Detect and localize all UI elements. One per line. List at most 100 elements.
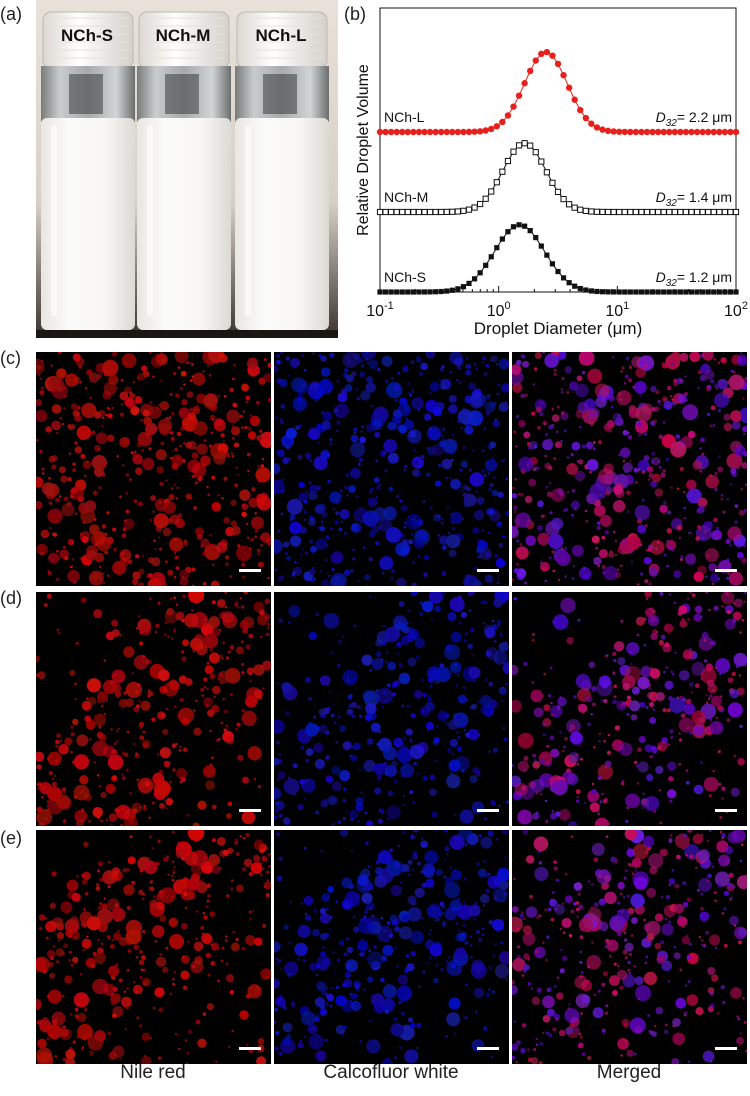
- data-point: [577, 206, 584, 213]
- data-point: [672, 289, 678, 295]
- data-point: [693, 208, 701, 216]
- data-point: [460, 207, 467, 214]
- data-point: [538, 243, 544, 249]
- data-point: [599, 126, 606, 133]
- data-point: [377, 289, 383, 295]
- data-point: [655, 289, 661, 295]
- panel-label-d: (d): [0, 588, 22, 608]
- data-point: [694, 289, 700, 295]
- panel-label-c: (c): [0, 348, 21, 368]
- data-point: [721, 208, 728, 216]
- data-point: [732, 128, 740, 136]
- data-point: [605, 289, 611, 295]
- data-point: [438, 288, 444, 295]
- data-point: [388, 208, 395, 216]
- data-point: [699, 128, 706, 136]
- data-point: [427, 289, 433, 295]
- data-point: [621, 128, 628, 136]
- micro-c-calcofluor: [274, 352, 509, 586]
- data-point: [465, 128, 473, 136]
- x-tick-label: 100: [487, 300, 511, 320]
- data-point: [432, 208, 439, 216]
- data-point: [594, 288, 600, 295]
- vial-label-ncl: NCh-L: [255, 26, 307, 45]
- data-point: [632, 128, 640, 136]
- d32-label: D32= 2.2 μm: [656, 109, 732, 129]
- data-point: [560, 71, 567, 79]
- data-point: [566, 201, 573, 208]
- data-point: [399, 128, 406, 136]
- data-point: [526, 67, 534, 75]
- data-point: [399, 289, 405, 295]
- data-point: [538, 158, 545, 165]
- data-point: [460, 128, 467, 136]
- data-point: [616, 289, 622, 295]
- scale-bar: [239, 1047, 261, 1050]
- data-point: [515, 92, 523, 99]
- data-point: [510, 224, 517, 230]
- vial-label-ncs: NCh-S: [61, 26, 113, 45]
- data-point: [376, 128, 384, 136]
- data-point: [582, 207, 589, 214]
- data-point: [643, 208, 651, 216]
- vial-emulsion: [41, 118, 135, 330]
- data-point: [732, 208, 740, 216]
- d32-label: D32= 1.2 μm: [656, 269, 732, 289]
- data-point: [455, 286, 461, 292]
- data-point: [554, 60, 562, 68]
- data-point: [683, 289, 689, 295]
- data-point: [382, 128, 389, 136]
- data-point: [560, 275, 567, 281]
- data-point: [416, 289, 422, 295]
- data-point: [438, 208, 445, 216]
- data-point: [404, 128, 412, 136]
- series-name-label: NCh-S: [384, 269, 426, 285]
- data-point: [638, 289, 645, 295]
- data-point: [399, 208, 406, 216]
- micro-e-nile-red: [36, 830, 271, 1064]
- micro-d-calcofluor: [274, 592, 509, 826]
- data-point: [627, 208, 634, 216]
- data-point: [516, 222, 522, 228]
- data-point: [504, 112, 512, 119]
- x-tick-label: 102: [724, 300, 748, 320]
- col-label-merged: Merged: [596, 1062, 662, 1083]
- data-point: [621, 208, 628, 216]
- data-point: [488, 125, 495, 133]
- data-point: [711, 289, 717, 295]
- col-label-nile-red: Nile red: [120, 1062, 186, 1083]
- data-point: [382, 208, 389, 216]
- data-point: [415, 208, 423, 216]
- data-point: [649, 208, 656, 216]
- data-point: [533, 234, 539, 241]
- data-point: [571, 204, 578, 211]
- micro-d-nile-red: [36, 592, 271, 826]
- data-point: [677, 208, 684, 216]
- data-point: [465, 206, 473, 213]
- data-point: [482, 195, 489, 202]
- x-tick-label: 101: [605, 300, 629, 320]
- data-point: [410, 128, 417, 136]
- data-point: [627, 128, 634, 136]
- data-point: [622, 289, 628, 295]
- scale-bar: [477, 809, 499, 812]
- micro-d-merged: [512, 592, 747, 826]
- data-point: [443, 128, 450, 136]
- data-point: [566, 280, 572, 286]
- x-tick-label: 10-1: [366, 300, 394, 320]
- data-point: [643, 128, 651, 136]
- data-point: [699, 208, 706, 216]
- data-point: [611, 289, 617, 295]
- data-point: [477, 270, 483, 276]
- vial-emulsion: [137, 118, 231, 330]
- data-point: [494, 245, 500, 251]
- data-point: [727, 208, 734, 216]
- data-point: [705, 208, 712, 216]
- x-axis-label: Droplet Diameter (μm): [474, 319, 643, 338]
- data-point: [571, 96, 578, 103]
- scale-bar: [239, 569, 261, 572]
- data-point: [449, 287, 455, 293]
- data-point: [671, 208, 678, 216]
- data-point: [532, 57, 539, 64]
- data-point: [538, 50, 545, 58]
